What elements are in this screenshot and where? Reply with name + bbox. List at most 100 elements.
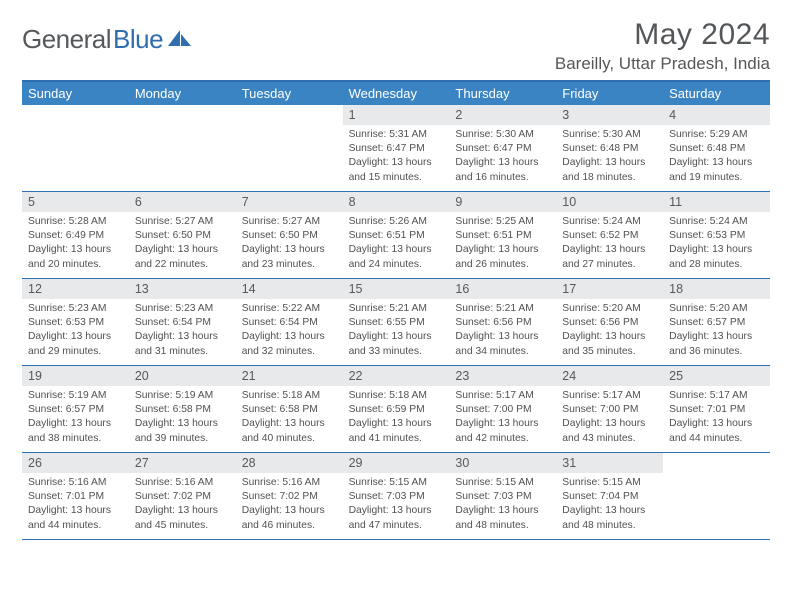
day-number: 6 bbox=[129, 192, 236, 212]
day-number: 1 bbox=[343, 105, 450, 125]
day-details: Sunrise: 5:17 AMSunset: 7:00 PMDaylight:… bbox=[449, 386, 556, 452]
day-number: 22 bbox=[343, 366, 450, 386]
day-cell: 20Sunrise: 5:19 AMSunset: 6:58 PMDayligh… bbox=[129, 366, 236, 452]
day-cell bbox=[663, 453, 770, 539]
day-cell: 25Sunrise: 5:17 AMSunset: 7:01 PMDayligh… bbox=[663, 366, 770, 452]
day-details: Sunrise: 5:31 AMSunset: 6:47 PMDaylight:… bbox=[343, 125, 450, 191]
calendar-body: 1Sunrise: 5:31 AMSunset: 6:47 PMDaylight… bbox=[22, 105, 770, 540]
day-cell: 13Sunrise: 5:23 AMSunset: 6:54 PMDayligh… bbox=[129, 279, 236, 365]
day-number: 27 bbox=[129, 453, 236, 473]
day-details: Sunrise: 5:16 AMSunset: 7:02 PMDaylight:… bbox=[129, 473, 236, 539]
day-cell: 24Sunrise: 5:17 AMSunset: 7:00 PMDayligh… bbox=[556, 366, 663, 452]
day-cell: 19Sunrise: 5:19 AMSunset: 6:57 PMDayligh… bbox=[22, 366, 129, 452]
month-title: May 2024 bbox=[555, 18, 770, 52]
weekday-header: Sunday bbox=[22, 82, 129, 105]
day-details: Sunrise: 5:26 AMSunset: 6:51 PMDaylight:… bbox=[343, 212, 450, 278]
brand-logo: GeneralBlue bbox=[22, 18, 193, 55]
week-row: 26Sunrise: 5:16 AMSunset: 7:01 PMDayligh… bbox=[22, 453, 770, 540]
day-cell: 16Sunrise: 5:21 AMSunset: 6:56 PMDayligh… bbox=[449, 279, 556, 365]
day-number bbox=[236, 105, 343, 125]
day-cell: 6Sunrise: 5:27 AMSunset: 6:50 PMDaylight… bbox=[129, 192, 236, 278]
day-number: 2 bbox=[449, 105, 556, 125]
day-cell: 23Sunrise: 5:17 AMSunset: 7:00 PMDayligh… bbox=[449, 366, 556, 452]
day-details: Sunrise: 5:24 AMSunset: 6:53 PMDaylight:… bbox=[663, 212, 770, 278]
weekday-row: SundayMondayTuesdayWednesdayThursdayFrid… bbox=[22, 82, 770, 105]
day-number: 3 bbox=[556, 105, 663, 125]
day-number: 20 bbox=[129, 366, 236, 386]
location: Bareilly, Uttar Pradesh, India bbox=[555, 54, 770, 74]
weekday-header: Friday bbox=[556, 82, 663, 105]
day-cell: 31Sunrise: 5:15 AMSunset: 7:04 PMDayligh… bbox=[556, 453, 663, 539]
day-details: Sunrise: 5:27 AMSunset: 6:50 PMDaylight:… bbox=[129, 212, 236, 278]
weekday-header: Thursday bbox=[449, 82, 556, 105]
day-number: 29 bbox=[343, 453, 450, 473]
day-number bbox=[129, 105, 236, 125]
day-number: 14 bbox=[236, 279, 343, 299]
day-number: 30 bbox=[449, 453, 556, 473]
day-details: Sunrise: 5:21 AMSunset: 6:55 PMDaylight:… bbox=[343, 299, 450, 365]
day-number: 10 bbox=[556, 192, 663, 212]
brand-part1: General bbox=[22, 24, 111, 55]
day-cell: 26Sunrise: 5:16 AMSunset: 7:01 PMDayligh… bbox=[22, 453, 129, 539]
day-number bbox=[22, 105, 129, 125]
day-details: Sunrise: 5:29 AMSunset: 6:48 PMDaylight:… bbox=[663, 125, 770, 191]
day-number: 26 bbox=[22, 453, 129, 473]
day-cell: 17Sunrise: 5:20 AMSunset: 6:56 PMDayligh… bbox=[556, 279, 663, 365]
day-cell: 28Sunrise: 5:16 AMSunset: 7:02 PMDayligh… bbox=[236, 453, 343, 539]
day-cell: 12Sunrise: 5:23 AMSunset: 6:53 PMDayligh… bbox=[22, 279, 129, 365]
header: GeneralBlue May 2024 Bareilly, Uttar Pra… bbox=[22, 18, 770, 74]
day-cell: 27Sunrise: 5:16 AMSunset: 7:02 PMDayligh… bbox=[129, 453, 236, 539]
day-cell: 9Sunrise: 5:25 AMSunset: 6:51 PMDaylight… bbox=[449, 192, 556, 278]
day-number: 23 bbox=[449, 366, 556, 386]
day-details: Sunrise: 5:22 AMSunset: 6:54 PMDaylight:… bbox=[236, 299, 343, 365]
day-cell: 8Sunrise: 5:26 AMSunset: 6:51 PMDaylight… bbox=[343, 192, 450, 278]
day-number: 28 bbox=[236, 453, 343, 473]
day-number: 31 bbox=[556, 453, 663, 473]
day-cell bbox=[22, 105, 129, 191]
day-details: Sunrise: 5:24 AMSunset: 6:52 PMDaylight:… bbox=[556, 212, 663, 278]
day-details: Sunrise: 5:23 AMSunset: 6:53 PMDaylight:… bbox=[22, 299, 129, 365]
weekday-header: Tuesday bbox=[236, 82, 343, 105]
day-details: Sunrise: 5:18 AMSunset: 6:59 PMDaylight:… bbox=[343, 386, 450, 452]
day-number: 15 bbox=[343, 279, 450, 299]
day-cell: 21Sunrise: 5:18 AMSunset: 6:58 PMDayligh… bbox=[236, 366, 343, 452]
brand-part2: Blue bbox=[113, 24, 163, 55]
day-cell: 15Sunrise: 5:21 AMSunset: 6:55 PMDayligh… bbox=[343, 279, 450, 365]
day-details: Sunrise: 5:15 AMSunset: 7:03 PMDaylight:… bbox=[449, 473, 556, 539]
day-cell: 2Sunrise: 5:30 AMSunset: 6:47 PMDaylight… bbox=[449, 105, 556, 191]
day-number: 12 bbox=[22, 279, 129, 299]
day-details: Sunrise: 5:28 AMSunset: 6:49 PMDaylight:… bbox=[22, 212, 129, 278]
day-cell: 7Sunrise: 5:27 AMSunset: 6:50 PMDaylight… bbox=[236, 192, 343, 278]
day-cell: 18Sunrise: 5:20 AMSunset: 6:57 PMDayligh… bbox=[663, 279, 770, 365]
day-number: 16 bbox=[449, 279, 556, 299]
day-cell: 10Sunrise: 5:24 AMSunset: 6:52 PMDayligh… bbox=[556, 192, 663, 278]
weekday-header: Wednesday bbox=[343, 82, 450, 105]
weekday-header: Monday bbox=[129, 82, 236, 105]
day-details: Sunrise: 5:21 AMSunset: 6:56 PMDaylight:… bbox=[449, 299, 556, 365]
day-number: 13 bbox=[129, 279, 236, 299]
day-details: Sunrise: 5:30 AMSunset: 6:47 PMDaylight:… bbox=[449, 125, 556, 191]
day-number: 4 bbox=[663, 105, 770, 125]
day-cell bbox=[236, 105, 343, 191]
weekday-header: Saturday bbox=[663, 82, 770, 105]
day-details: Sunrise: 5:19 AMSunset: 6:57 PMDaylight:… bbox=[22, 386, 129, 452]
day-cell bbox=[129, 105, 236, 191]
week-row: 19Sunrise: 5:19 AMSunset: 6:57 PMDayligh… bbox=[22, 366, 770, 453]
day-details: Sunrise: 5:15 AMSunset: 7:03 PMDaylight:… bbox=[343, 473, 450, 539]
day-details: Sunrise: 5:23 AMSunset: 6:54 PMDaylight:… bbox=[129, 299, 236, 365]
day-number: 18 bbox=[663, 279, 770, 299]
day-number: 21 bbox=[236, 366, 343, 386]
day-cell: 3Sunrise: 5:30 AMSunset: 6:48 PMDaylight… bbox=[556, 105, 663, 191]
day-details: Sunrise: 5:17 AMSunset: 7:00 PMDaylight:… bbox=[556, 386, 663, 452]
day-details: Sunrise: 5:16 AMSunset: 7:01 PMDaylight:… bbox=[22, 473, 129, 539]
day-details: Sunrise: 5:19 AMSunset: 6:58 PMDaylight:… bbox=[129, 386, 236, 452]
day-details: Sunrise: 5:27 AMSunset: 6:50 PMDaylight:… bbox=[236, 212, 343, 278]
day-cell: 22Sunrise: 5:18 AMSunset: 6:59 PMDayligh… bbox=[343, 366, 450, 452]
day-details: Sunrise: 5:16 AMSunset: 7:02 PMDaylight:… bbox=[236, 473, 343, 539]
day-number bbox=[663, 453, 770, 473]
header-right: May 2024 Bareilly, Uttar Pradesh, India bbox=[555, 18, 770, 74]
calendar: SundayMondayTuesdayWednesdayThursdayFrid… bbox=[22, 80, 770, 540]
day-number: 8 bbox=[343, 192, 450, 212]
day-details: Sunrise: 5:30 AMSunset: 6:48 PMDaylight:… bbox=[556, 125, 663, 191]
day-details: Sunrise: 5:25 AMSunset: 6:51 PMDaylight:… bbox=[449, 212, 556, 278]
